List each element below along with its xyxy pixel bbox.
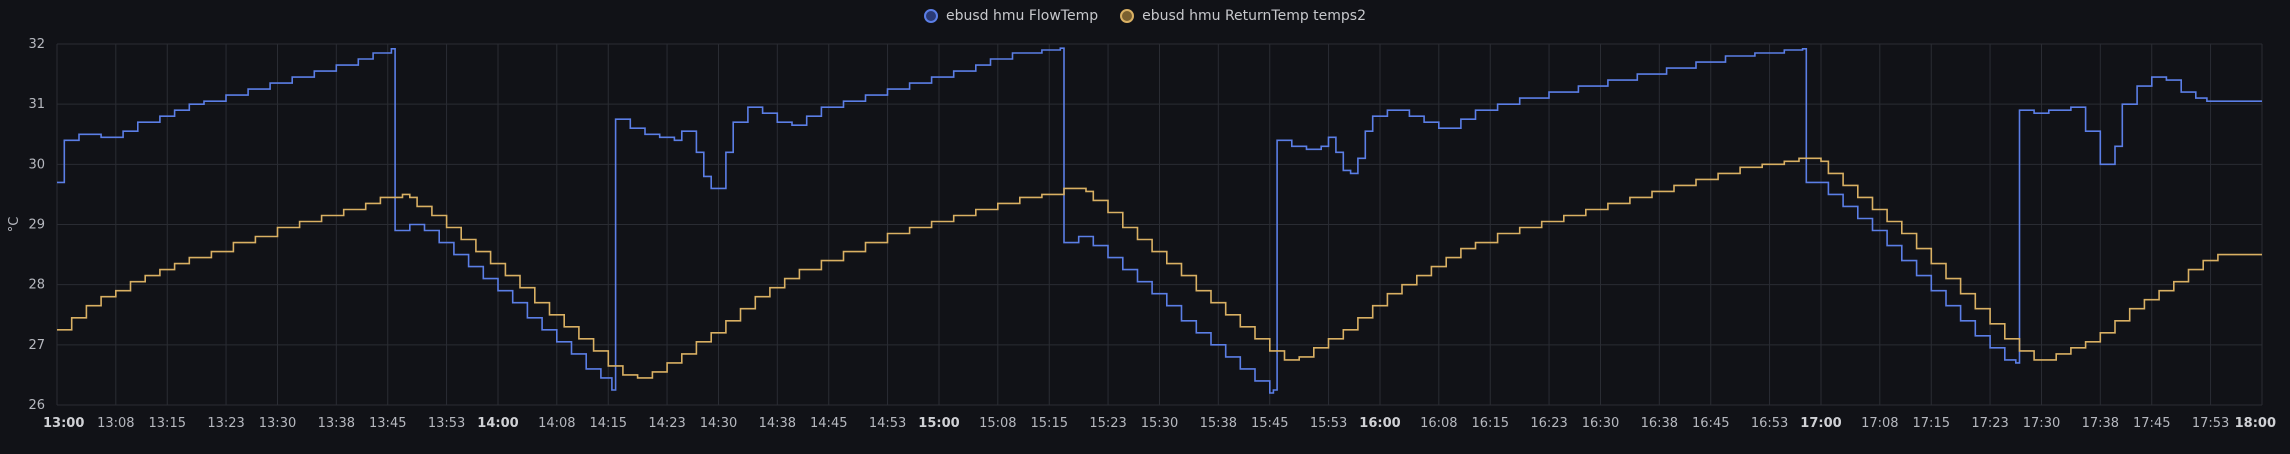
y-axis-label: °C [7,217,22,233]
x-tick-label: 16:38 [1641,416,1678,431]
x-tick-label: 16:53 [1751,416,1788,431]
y-tick-label: 28 [28,278,45,293]
x-axis: 13:00 13:08 13:15 13:23 13:30 13:38 13:45 13:53… [43,416,2276,431]
y-tick-label: 27 [28,338,45,353]
x-tick-label: 17:45 [2133,416,2170,431]
x-tick-label: 16:45 [1692,416,1729,431]
x-tick-label: 15:53 [1310,416,1347,431]
y-tick-label: 30 [28,157,45,172]
grid [56,43,2263,406]
x-tick-label: 17:23 [1971,416,2008,431]
x-tick-label: 14:38 [759,416,796,431]
legend-label-returntemp: ebusd hmu ReturnTemp temps2 [1142,8,1366,24]
x-tick-label: 13:53 [428,416,465,431]
y-tick-label: 32 [28,37,45,52]
x-tick-label: 13:45 [369,416,406,431]
x-tick-label: 15:00 [918,416,959,431]
x-tick-label: 14:08 [538,416,575,431]
x-tick-label: 14:53 [869,416,906,431]
x-tick-label: 17:30 [2023,416,2060,431]
x-tick-label: 18:00 [2235,416,2276,431]
series-line-flowtemp [57,47,2262,394]
x-tick-label: 16:23 [1530,416,1567,431]
legend-item-returntemp[interactable]: ebusd hmu ReturnTemp temps2 [1120,8,1366,24]
series-line-returntemp [57,157,2262,379]
x-tick-label: 15:38 [1200,416,1237,431]
legend-swatch-returntemp [1120,9,1135,23]
x-tick-label: 14:23 [648,416,685,431]
x-tick-label: 13:15 [149,416,186,431]
y-axis: 26 27 28 29 30 31 32 [28,37,45,413]
x-tick-label: 14:30 [700,416,737,431]
y-tick-label: 26 [28,398,45,413]
x-tick-label: 14:00 [477,416,518,431]
x-tick-label: 15:15 [1031,416,1068,431]
legend: ebusd hmu FlowTemp ebusd hmu ReturnTemp … [0,8,2290,24]
x-tick-label: 16:00 [1359,416,1400,431]
x-tick-label: 13:38 [318,416,355,431]
legend-swatch-flowtemp [924,9,938,23]
x-tick-label: 15:23 [1089,416,1126,431]
x-tick-label: 16:30 [1582,416,1619,431]
x-tick-label: 17:53 [2192,416,2229,431]
x-tick-label: 17:38 [2082,416,2119,431]
y-tick-label: 29 [28,218,45,233]
legend-label-flowtemp: ebusd hmu FlowTemp [946,8,1099,24]
x-tick-label: 15:45 [1251,416,1288,431]
y-tick-label: 31 [28,97,45,112]
x-tick-label: 13:23 [207,416,244,431]
x-tick-label: 14:45 [810,416,847,431]
x-tick-label: 17:08 [1861,416,1898,431]
x-tick-label: 16:15 [1472,416,1509,431]
x-tick-label: 13:30 [259,416,296,431]
legend-item-flowtemp[interactable]: ebusd hmu FlowTemp [924,8,1098,24]
x-tick-label: 15:08 [979,416,1016,431]
x-tick-label: 13:08 [97,416,134,431]
x-tick-label: 14:15 [590,416,627,431]
x-tick-label: 17:00 [1800,416,1841,431]
x-tick-label: 15:30 [1141,416,1178,431]
series-lines [57,47,2262,394]
x-tick-label: 17:15 [1913,416,1950,431]
x-tick-label: 13:00 [43,416,84,431]
x-tick-label: 16:08 [1420,416,1457,431]
